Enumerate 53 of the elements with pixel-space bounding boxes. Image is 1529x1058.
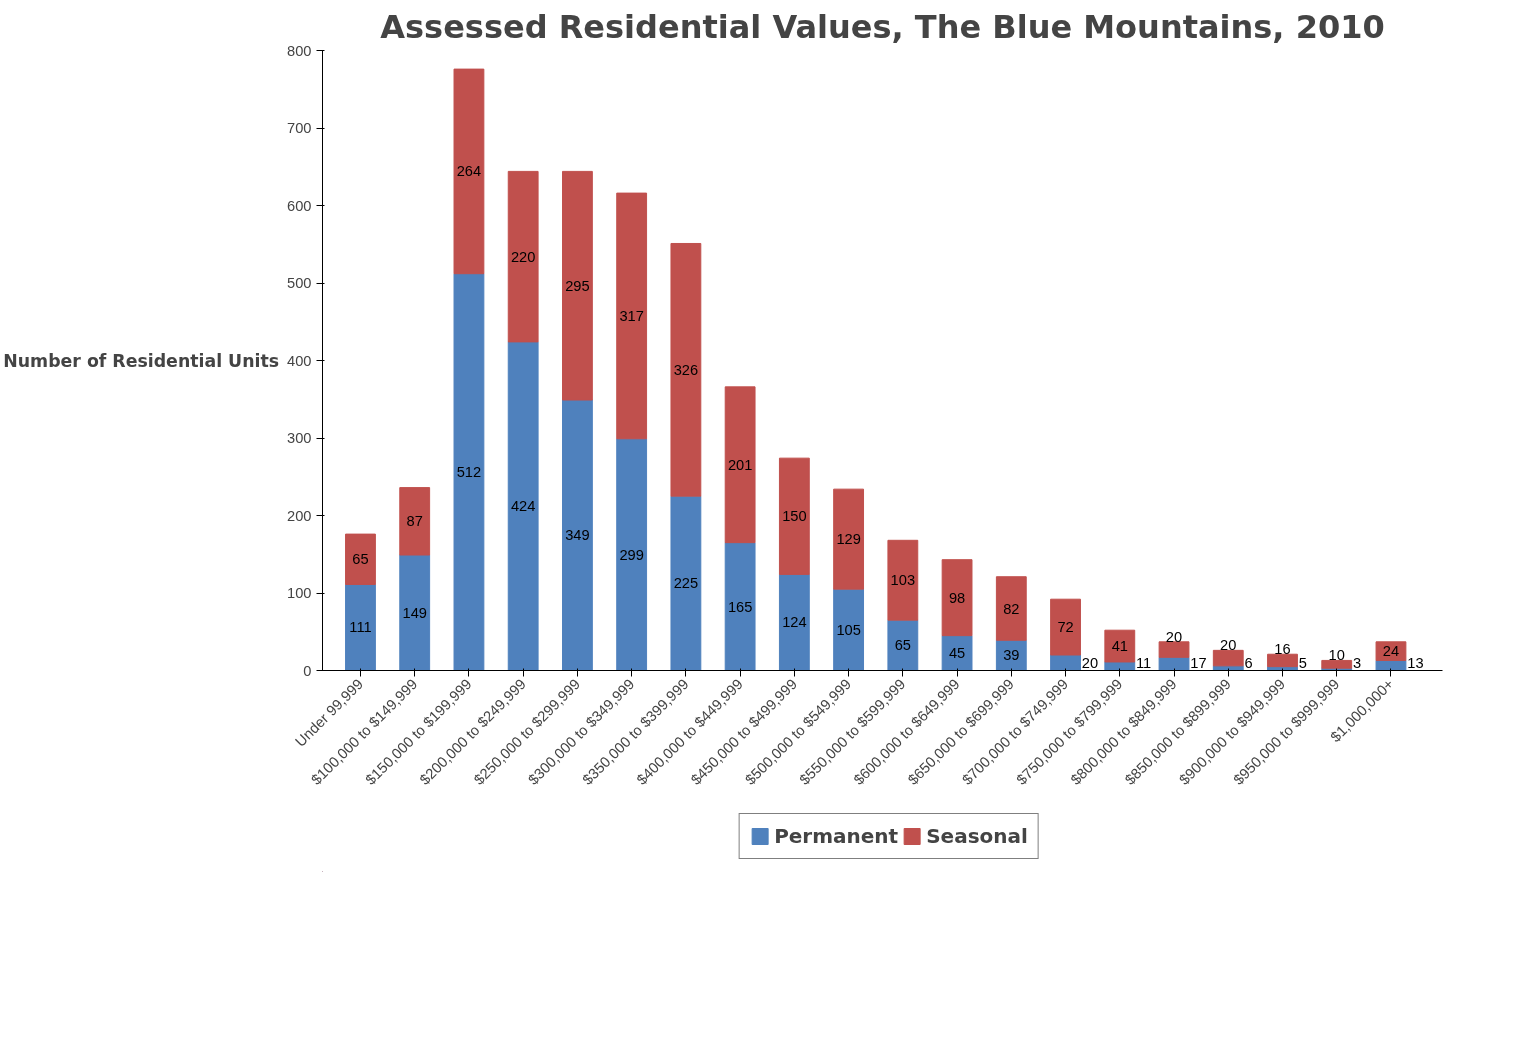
data-label: 326 — [673, 361, 699, 378]
data-label: 5 — [1298, 655, 1307, 672]
data-label: 105 — [836, 621, 861, 638]
data-label: 317 — [619, 307, 644, 324]
data-label: 349 — [565, 527, 590, 544]
data-label: 201 — [727, 456, 753, 473]
data-label: 72 — [1057, 619, 1074, 636]
data-label: 20 — [1165, 628, 1183, 645]
data-label: 45 — [948, 645, 966, 662]
y-tick-label: 400 — [287, 352, 312, 369]
data-label: 264 — [456, 163, 482, 180]
legend-label: Seasonal — [926, 824, 1028, 848]
data-label: 150 — [782, 508, 807, 525]
data-label: 111 — [349, 619, 372, 636]
data-label: 17 — [1190, 655, 1207, 672]
data-label: 149 — [402, 604, 427, 621]
data-label: 11 — [1136, 655, 1152, 672]
y-tick-label: 300 — [287, 430, 312, 446]
data-label: 20 — [1220, 637, 1237, 654]
data-label: 98 — [948, 589, 966, 606]
data-label: 41 — [1111, 638, 1128, 655]
data-label: 24 — [1382, 643, 1400, 660]
data-label: 225 — [673, 575, 699, 592]
data-label: 65 — [894, 637, 911, 654]
legend-label: Permanent — [774, 824, 899, 848]
data-label: 103 — [890, 572, 916, 589]
data-label: 87 — [406, 513, 423, 530]
data-label: 295 — [565, 277, 590, 294]
data-label: 165 — [727, 598, 753, 615]
data-label: 424 — [510, 498, 536, 515]
data-label: 10 — [1328, 647, 1345, 664]
data-label: 6 — [1244, 655, 1253, 672]
data-label: 39 — [1003, 647, 1020, 664]
y-tick-label: 500 — [287, 275, 312, 291]
data-label: 129 — [836, 531, 861, 548]
data-label: 3 — [1353, 655, 1362, 672]
data-label: 299 — [619, 546, 644, 563]
data-label: 20 — [1081, 655, 1099, 672]
y-axis-title: Number of Residential Units — [3, 350, 280, 371]
y-tick-label: 800 — [287, 42, 312, 59]
data-label: 16 — [1274, 641, 1291, 658]
data-label: 13 — [1407, 655, 1424, 672]
data-label: 124 — [782, 614, 807, 631]
y-tick-label: 700 — [287, 120, 312, 136]
chart-title: Assessed Residential Values, The Blue Mountains, 2010 — [380, 7, 1385, 46]
data-label: 220 — [510, 248, 536, 265]
y-tick-label: 600 — [287, 197, 312, 214]
data-label: 82 — [1003, 600, 1020, 617]
y-tick-label: 200 — [287, 507, 312, 524]
data-label: 512 — [456, 464, 482, 481]
y-tick-label: 100 — [287, 585, 312, 601]
data-label: 65 — [352, 551, 369, 568]
y-tick-label: 0 — [303, 662, 312, 679]
